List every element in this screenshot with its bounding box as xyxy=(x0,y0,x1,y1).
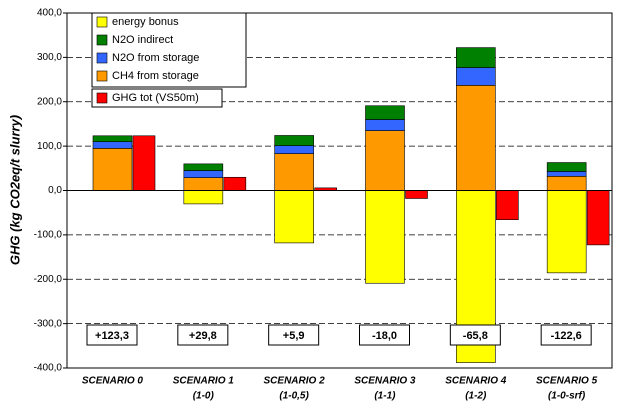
x-tick-label: SCENARIO 4 xyxy=(445,376,507,387)
bar-segment xyxy=(456,67,496,86)
legend-swatch xyxy=(96,34,108,46)
bar-segment xyxy=(365,130,405,191)
y-tick-label: 100,0 xyxy=(37,141,62,152)
y-tick-label: -100,0 xyxy=(34,230,63,241)
bar-segment xyxy=(183,163,224,171)
y-tick-label: -400,0 xyxy=(34,363,63,374)
legend-swatch xyxy=(96,52,108,64)
x-tick-label: (1-0-srf) xyxy=(548,391,586,402)
legend-label: GHG tot (VS50m) xyxy=(112,92,199,104)
y-tick-label: 400,0 xyxy=(37,8,62,19)
bar-segment xyxy=(456,85,496,191)
bar-segment xyxy=(365,119,405,131)
legend-label: N2O indirect xyxy=(112,34,173,46)
total-bar xyxy=(496,190,519,220)
bar-segment xyxy=(274,135,314,146)
bar-segment xyxy=(183,170,224,178)
value-label: +5,9 xyxy=(283,330,305,342)
value-label-box xyxy=(177,324,229,346)
value-label: -18,0 xyxy=(372,330,397,342)
y-tick-label: -300,0 xyxy=(34,318,63,329)
x-tick-label: SCENARIO 5 xyxy=(536,376,598,387)
x-tick-label: (1-2) xyxy=(465,391,487,402)
bar-segment xyxy=(274,145,314,154)
bar-segment xyxy=(92,135,133,142)
legend xyxy=(91,88,223,108)
y-tick-label: 0,0 xyxy=(48,185,62,196)
bar-segment xyxy=(274,190,314,244)
bar-segment xyxy=(183,177,224,191)
x-tick-label: SCENARIO 1 xyxy=(173,376,235,387)
total-bar xyxy=(586,190,610,246)
total-bar xyxy=(405,190,428,199)
value-label-box xyxy=(449,324,501,346)
value-label: +29,8 xyxy=(189,330,217,342)
value-label: -65,8 xyxy=(463,330,488,342)
bar-segment xyxy=(546,162,587,172)
legend-label: energy bonus xyxy=(112,16,179,28)
bar-segment xyxy=(274,153,314,191)
bar-segment xyxy=(92,141,133,149)
bar-segment xyxy=(365,190,405,284)
x-tick-label: (1-0,5) xyxy=(279,391,309,402)
value-label: +123,3 xyxy=(95,330,129,342)
legend-label: N2O from storage xyxy=(112,52,199,64)
legend xyxy=(91,12,247,88)
x-tick-label: SCENARIO 0 xyxy=(82,376,144,387)
value-label-box xyxy=(540,324,592,346)
value-label-box xyxy=(268,324,320,346)
y-tick-label: -200,0 xyxy=(34,274,63,285)
y-axis-label: GHG (kg CO2eq/t slurry) xyxy=(7,115,22,265)
bar-segment xyxy=(546,190,587,274)
bar-segment xyxy=(92,148,133,191)
x-tick-label: (1-0) xyxy=(193,391,215,402)
x-tick-label: SCENARIO 2 xyxy=(264,376,326,387)
legend-swatch xyxy=(96,70,108,82)
bar-segment xyxy=(546,176,587,191)
bar-segment xyxy=(456,47,496,68)
y-tick-label: 200,0 xyxy=(37,96,62,107)
x-tick-label: SCENARIO 3 xyxy=(354,376,416,387)
total-bar xyxy=(223,176,247,191)
value-label-box xyxy=(359,324,410,346)
y-tick-label: 300,0 xyxy=(37,52,62,63)
bar-segment xyxy=(183,190,224,205)
value-label: -122,6 xyxy=(551,330,582,342)
x-tick-label: (1-1) xyxy=(374,391,396,402)
value-label-box xyxy=(86,324,138,346)
bar-segment xyxy=(546,171,587,177)
legend-swatch xyxy=(96,16,108,28)
legend-swatch xyxy=(96,92,108,104)
total-bar xyxy=(132,135,156,191)
legend-label: CH4 from storage xyxy=(112,70,199,82)
bar-segment xyxy=(365,105,405,120)
